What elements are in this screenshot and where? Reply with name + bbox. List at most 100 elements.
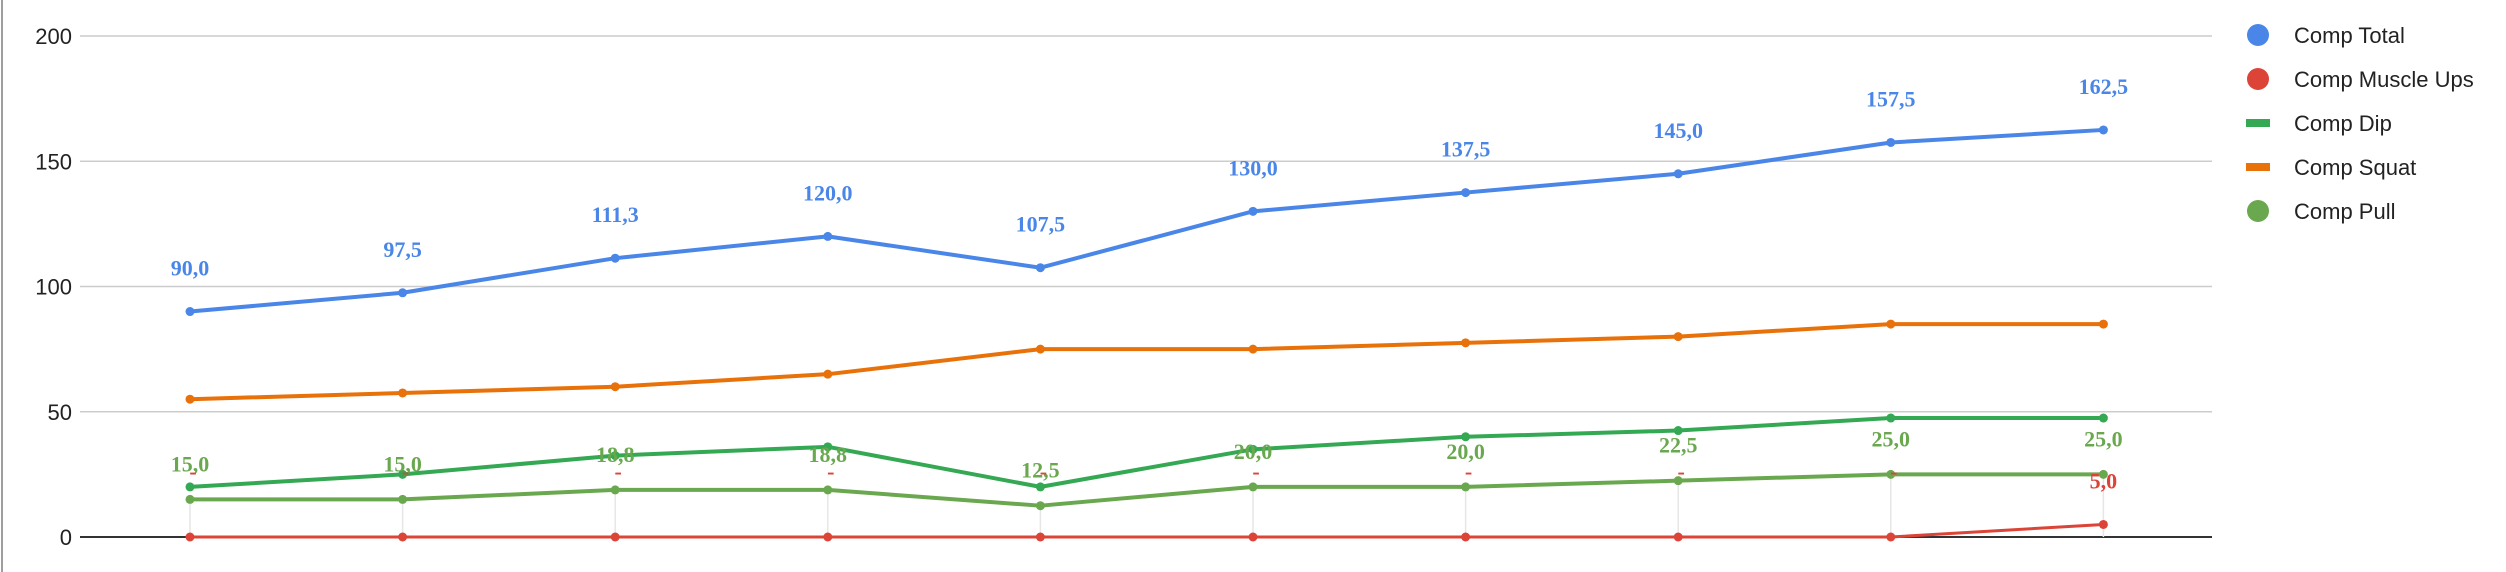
data-label-muscle-ups: - <box>1890 459 1897 484</box>
data-point[interactable] <box>185 394 195 404</box>
data-point[interactable] <box>2098 469 2108 479</box>
data-point[interactable] <box>1886 532 1896 542</box>
data-point[interactable] <box>610 532 620 542</box>
legend-label: Comp Dip <box>2294 111 2392 136</box>
data-point[interactable] <box>2098 319 2108 329</box>
data-point[interactable] <box>610 382 620 392</box>
legend-item-comp-pull[interactable]: Comp Pull <box>2247 199 2395 224</box>
legend-swatch-line <box>2246 119 2270 127</box>
data-labels: 90,0 97,5 111,3 120,0 107,5 130,0 137,5 145,0 15… <box>171 74 2128 494</box>
data-point[interactable] <box>1673 332 1683 342</box>
data-point[interactable] <box>1461 432 1471 442</box>
data-label-pull: 18,8 <box>596 442 635 467</box>
data-label-muscle-ups: - <box>1040 459 1047 484</box>
data-label-total: 130,0 <box>1228 155 1278 180</box>
data-point[interactable] <box>823 442 833 452</box>
data-point[interactable] <box>823 231 833 241</box>
data-label-pull: 18,8 <box>809 442 848 467</box>
data-label-total: 97,5 <box>383 237 422 262</box>
data-point[interactable] <box>185 494 195 504</box>
legend-swatch-circle <box>2247 68 2269 90</box>
data-label-muscle-ups: 5,0 <box>2090 468 2118 493</box>
data-point[interactable] <box>2098 125 2108 135</box>
legend-swatch-circle <box>2247 24 2269 46</box>
y-tick-label: 200 <box>35 24 72 49</box>
data-point[interactable] <box>1461 338 1471 348</box>
data-label-pull: 25,0 <box>2084 426 2123 451</box>
data-label-total: 90,0 <box>171 256 210 281</box>
data-point[interactable] <box>1035 482 1045 492</box>
data-point[interactable] <box>398 288 408 298</box>
data-label-muscle-ups: - <box>615 459 622 484</box>
data-point[interactable] <box>1886 319 1896 329</box>
series-line-comp-pull[interactable] <box>190 472 2104 508</box>
data-label-muscle-ups: - <box>1465 459 1472 484</box>
data-point[interactable] <box>1248 444 1258 454</box>
data-point[interactable] <box>185 482 195 492</box>
data-point[interactable] <box>823 532 833 542</box>
data-point[interactable] <box>398 469 408 479</box>
data-point[interactable] <box>1035 263 1045 273</box>
legend-label: Comp Squat <box>2294 155 2416 180</box>
data-label-total: 111,3 <box>592 202 639 227</box>
data-point[interactable] <box>1035 344 1045 354</box>
data-point[interactable] <box>1461 188 1471 198</box>
data-label-pull: 12,5 <box>1021 458 1060 483</box>
data-point[interactable] <box>610 253 620 263</box>
data-point[interactable] <box>1248 344 1258 354</box>
data-point[interactable] <box>398 494 408 504</box>
label-leaders <box>189 474 2105 537</box>
data-label-total: 162,5 <box>2079 74 2129 99</box>
data-label-pull: 15,0 <box>383 451 422 476</box>
data-point[interactable] <box>610 485 620 495</box>
y-tick-label: 0 <box>60 525 72 550</box>
data-point[interactable] <box>398 532 408 542</box>
legend-item-comp-squat[interactable]: Comp Squat <box>2246 155 2416 180</box>
legend-label: Comp Pull <box>2294 199 2395 224</box>
data-label-pull: 20,0 <box>1446 439 1485 464</box>
data-point[interactable] <box>1886 137 1896 147</box>
data-label-total: 145,0 <box>1653 118 1703 143</box>
legend-item-comp-total[interactable]: Comp Total <box>2247 23 2405 48</box>
series-group <box>185 125 2108 542</box>
y-tick-label: 150 <box>35 149 72 174</box>
data-label-total: 107,5 <box>1016 212 1066 237</box>
data-label-muscle-ups: - <box>189 459 196 484</box>
data-point[interactable] <box>823 485 833 495</box>
data-point[interactable] <box>1673 532 1683 542</box>
legend-item-comp-dip[interactable]: Comp Dip <box>2246 111 2392 136</box>
legend[interactable]: Comp Total Comp Muscle Ups Comp Dip Comp Sq… <box>2246 23 2474 224</box>
legend-label: Comp Total <box>2294 23 2405 48</box>
data-point[interactable] <box>1673 426 1683 436</box>
data-point[interactable] <box>185 532 195 542</box>
data-point[interactable] <box>1673 476 1683 486</box>
series-line-comp-total[interactable] <box>189 127 2104 314</box>
data-point[interactable] <box>1673 169 1683 179</box>
data-point[interactable] <box>1461 482 1471 492</box>
data-point[interactable] <box>1035 532 1045 542</box>
data-label-pull: 22,5 <box>1659 433 1698 458</box>
data-label-muscle-ups: - <box>402 459 409 484</box>
data-point[interactable] <box>1886 413 1896 423</box>
legend-item-comp-muscle-ups[interactable]: Comp Muscle Ups <box>2247 67 2474 92</box>
series-line-comp-dip[interactable] <box>189 416 2104 489</box>
data-point[interactable] <box>1248 532 1258 542</box>
data-point[interactable] <box>1248 206 1258 216</box>
data-label-pull: 20,0 <box>1234 439 1273 464</box>
data-point[interactable] <box>1035 501 1045 511</box>
data-point[interactable] <box>823 369 833 379</box>
data-point[interactable] <box>2098 413 2108 423</box>
data-point[interactable] <box>398 388 408 398</box>
legend-swatch-circle <box>2247 200 2269 222</box>
data-point[interactable] <box>1461 532 1471 542</box>
data-label-total: 137,5 <box>1441 137 1491 162</box>
data-point[interactable] <box>1248 482 1258 492</box>
series-line-comp-muscle-ups[interactable] <box>190 522 2104 539</box>
series-line-comp-squat[interactable] <box>189 322 2104 402</box>
data-point[interactable] <box>1886 469 1896 479</box>
data-point[interactable] <box>2098 519 2108 529</box>
data-label-muscle-ups: - <box>1252 459 1259 484</box>
data-point[interactable] <box>185 307 195 317</box>
data-point[interactable] <box>610 451 620 461</box>
